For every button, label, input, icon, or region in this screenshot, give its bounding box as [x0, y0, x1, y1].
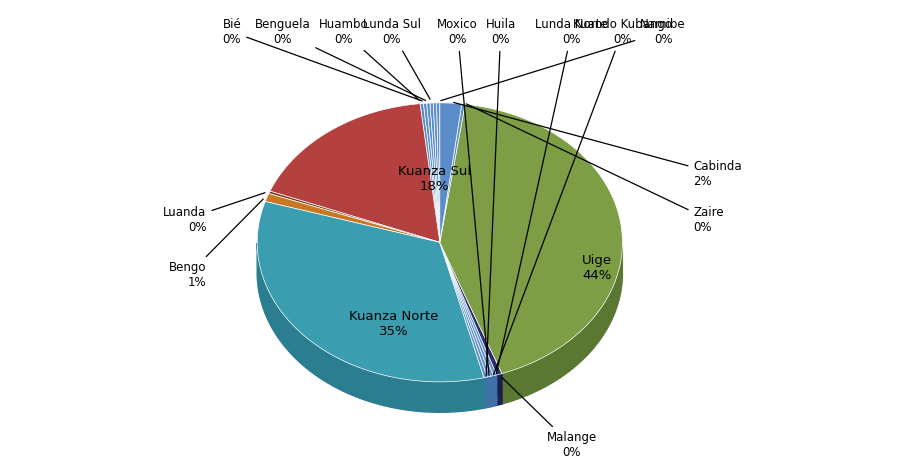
Text: Huambo
0%: Huambo 0% — [319, 18, 419, 100]
Polygon shape — [426, 103, 440, 242]
Polygon shape — [440, 242, 493, 376]
Text: Bié
0%: Bié 0% — [223, 18, 423, 101]
Polygon shape — [440, 242, 497, 405]
Polygon shape — [484, 377, 487, 408]
Polygon shape — [440, 242, 502, 375]
Polygon shape — [440, 104, 465, 242]
Polygon shape — [270, 104, 440, 242]
Text: Kuanza Norte
35%: Kuanza Norte 35% — [349, 310, 439, 337]
Text: Bengo
1%: Bengo 1% — [169, 199, 263, 289]
Polygon shape — [424, 103, 440, 242]
Polygon shape — [440, 242, 491, 407]
Polygon shape — [493, 375, 497, 406]
Polygon shape — [265, 194, 440, 242]
Polygon shape — [491, 376, 493, 407]
Polygon shape — [440, 242, 502, 404]
Text: Huila
0%: Huila 0% — [486, 18, 516, 376]
Polygon shape — [487, 376, 491, 407]
Text: Kuando Kubango
0%: Kuando Kubango 0% — [493, 18, 672, 375]
Text: Namibe
0%: Namibe 0% — [441, 18, 686, 101]
Polygon shape — [440, 242, 487, 378]
Polygon shape — [257, 202, 484, 382]
Polygon shape — [440, 242, 491, 377]
Polygon shape — [436, 103, 440, 242]
Text: Malange
0%: Malange 0% — [502, 378, 596, 459]
Polygon shape — [440, 242, 493, 406]
Polygon shape — [440, 242, 497, 405]
Polygon shape — [440, 242, 484, 408]
Polygon shape — [420, 103, 440, 242]
Polygon shape — [440, 103, 462, 242]
Text: Luanda
0%: Luanda 0% — [163, 193, 265, 234]
Polygon shape — [440, 242, 493, 406]
Text: Moxico
0%: Moxico 0% — [437, 18, 489, 375]
Polygon shape — [433, 103, 440, 242]
Polygon shape — [497, 373, 502, 405]
Text: Kuanza Sul
18%: Kuanza Sul 18% — [398, 165, 472, 193]
Text: Uige
44%: Uige 44% — [582, 254, 612, 282]
Polygon shape — [440, 242, 487, 407]
Text: Lunda Norte
0%: Lunda Norte 0% — [496, 18, 608, 374]
Polygon shape — [440, 242, 487, 407]
Polygon shape — [440, 242, 497, 376]
Text: Lunda Sul
0%: Lunda Sul 0% — [363, 18, 430, 99]
Polygon shape — [257, 273, 623, 412]
Text: Benguela
0%: Benguela 0% — [254, 18, 425, 101]
Polygon shape — [440, 104, 623, 373]
Text: Zaire
0%: Zaire 0% — [466, 104, 724, 234]
Polygon shape — [440, 242, 491, 407]
Polygon shape — [440, 242, 502, 404]
Polygon shape — [502, 247, 623, 404]
Polygon shape — [430, 103, 440, 242]
Text: Cabinda
2%: Cabinda 2% — [453, 102, 742, 188]
Polygon shape — [257, 243, 484, 412]
Polygon shape — [269, 191, 440, 242]
Polygon shape — [440, 242, 484, 408]
